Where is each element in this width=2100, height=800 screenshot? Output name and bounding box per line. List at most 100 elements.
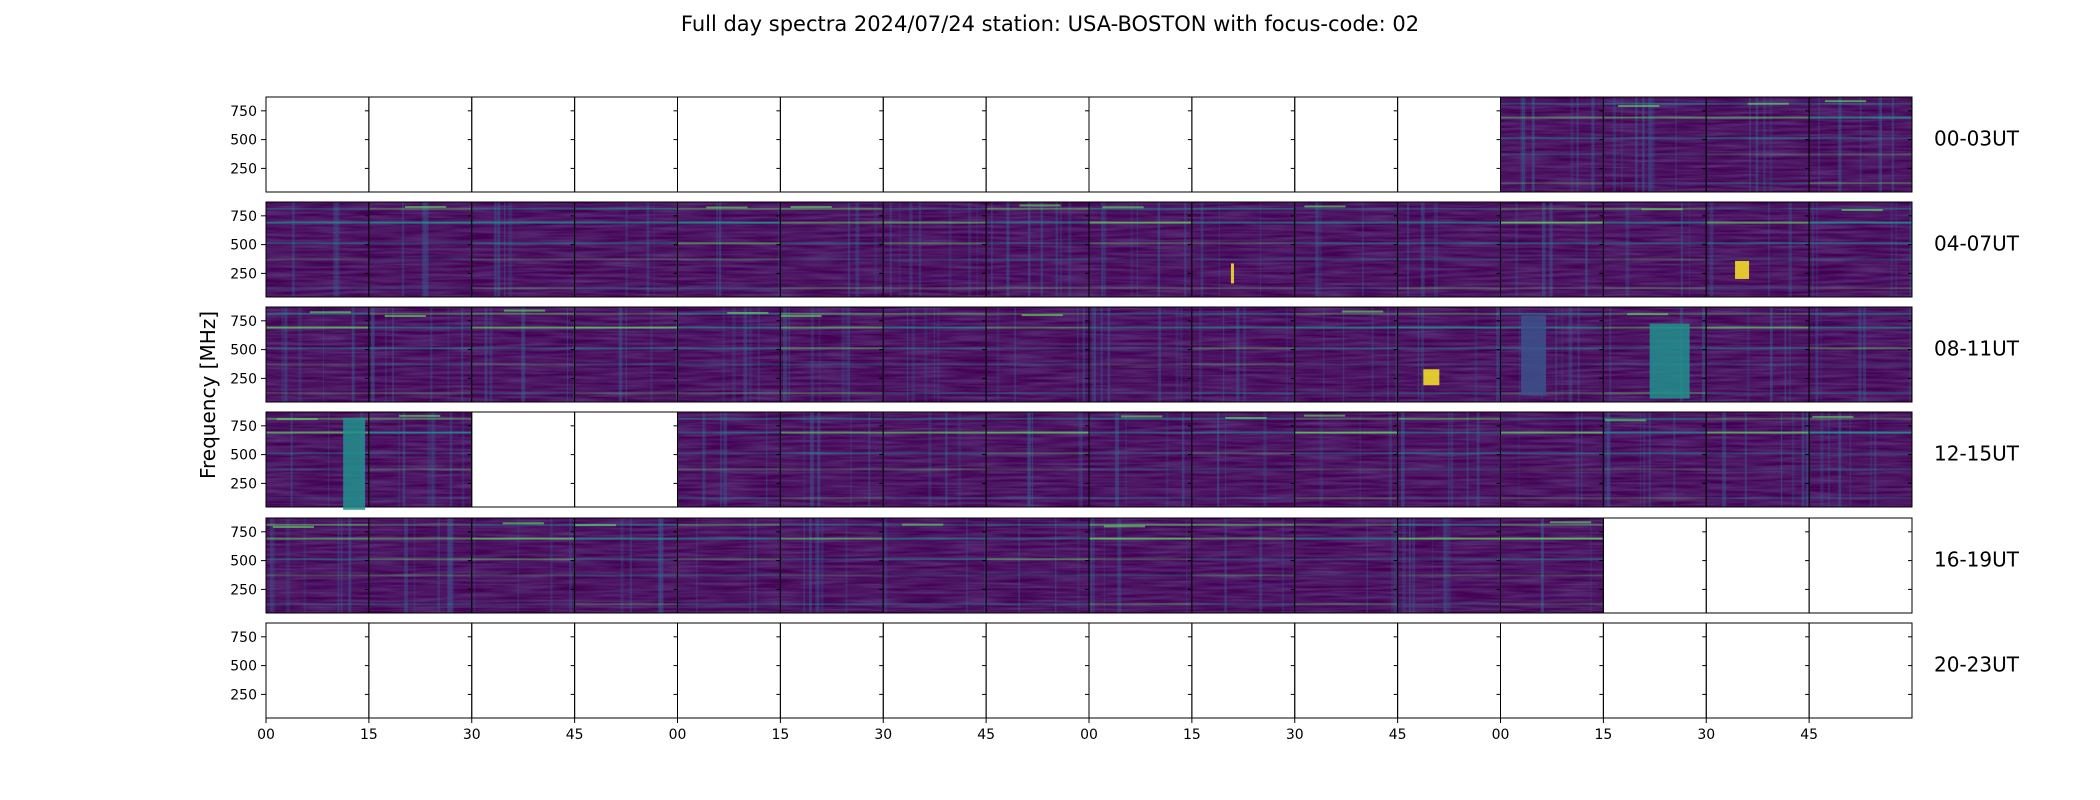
spectrogram-panel — [1294, 622, 1399, 719]
spectrogram-panel — [985, 411, 1090, 508]
x-tick-label: 30 — [1697, 727, 1715, 743]
spectrogram-panel — [574, 411, 678, 508]
spectrogram-panel — [1705, 201, 1810, 298]
spectrogram-panel — [779, 517, 884, 614]
x-tick-label: 45 — [977, 727, 995, 743]
spectrogram-panel — [882, 517, 988, 614]
row-time-label: 20-23UT — [1934, 653, 2020, 677]
spectrogram-panel — [471, 96, 576, 193]
spectrogram-panel — [574, 517, 678, 614]
spectrogram-panel — [1500, 517, 1604, 614]
spectrogram-panel — [1602, 96, 1707, 193]
spectrogram-panel — [1191, 411, 1296, 508]
row-time-label: 08-11UT — [1934, 337, 2020, 361]
spectrogram-panel — [1088, 96, 1193, 193]
spectrogram-panel — [1191, 517, 1298, 614]
spectrogram-panel — [1500, 96, 1604, 193]
spectrogram-panel — [574, 201, 678, 298]
spectrogram-panel — [1705, 306, 1810, 403]
spectrogram-panel — [1705, 622, 1810, 719]
spectrogram-panel — [368, 622, 473, 719]
spectral-burst — [1735, 260, 1750, 279]
spectrogram-panel — [677, 306, 781, 403]
y-tick-label: 500 — [230, 133, 257, 149]
spectrogram-panel — [985, 306, 1090, 403]
spectrogram-panel — [779, 411, 884, 508]
spectrogram-panel — [1397, 411, 1501, 508]
spectrogram-panel — [368, 411, 473, 508]
x-tick-label: 45 — [566, 727, 584, 743]
spectrogram-panel — [1602, 411, 1707, 508]
y-tick-label: 250 — [230, 476, 257, 492]
spectrogram-panel — [1602, 622, 1707, 719]
spectrogram-panel — [1808, 96, 1913, 193]
spectral-burst — [1649, 323, 1690, 399]
spectrogram-panel — [265, 96, 370, 193]
y-tick-label: 500 — [230, 554, 257, 570]
spectrogram-panel — [779, 201, 884, 298]
spectral-burst — [1230, 263, 1234, 284]
spectral-burst — [1521, 315, 1547, 396]
spectrogram-panel — [368, 517, 473, 614]
y-tick-label: 250 — [230, 161, 257, 177]
x-tick-label: 15 — [771, 727, 789, 743]
row-time-label: 00-03UT — [1934, 127, 2020, 151]
spectrogram-panel — [1397, 517, 1501, 614]
spectrogram-panel — [265, 201, 370, 298]
spectrogram-panel — [471, 306, 578, 403]
spectrogram-panel — [985, 96, 1090, 193]
spectrogram-panel — [1602, 201, 1707, 298]
spectrogram-panel — [368, 201, 473, 298]
x-tick-label: 15 — [1183, 727, 1201, 743]
spectrogram-panel — [677, 622, 781, 719]
spectrogram-panel — [1294, 96, 1399, 193]
spectrogram-panel — [265, 306, 370, 403]
x-tick-label: 00 — [1080, 727, 1098, 743]
spectrogram-panel — [1191, 306, 1296, 403]
spectral-burst — [343, 417, 366, 510]
y-tick-label: 500 — [230, 238, 257, 254]
y-tick-label: 750 — [230, 104, 257, 120]
y-tick-label: 500 — [230, 343, 257, 359]
row-time-label: 12-15UT — [1934, 442, 2020, 466]
x-tick-label: 30 — [1286, 727, 1304, 743]
spectrogram-panel — [1705, 517, 1810, 614]
y-tick-label: 250 — [230, 687, 257, 703]
spectrogram-panel — [574, 622, 678, 719]
x-tick-label: 00 — [257, 727, 275, 743]
x-tick-label: 45 — [1800, 727, 1818, 743]
x-tick-label: 00 — [1492, 727, 1510, 743]
y-tick-label: 250 — [230, 266, 257, 282]
spectrogram-panel — [1602, 517, 1707, 614]
spectrogram-panel — [985, 517, 1090, 614]
y-tick-label: 500 — [230, 659, 257, 675]
spectrogram-panel — [1500, 622, 1604, 719]
y-tick-label: 250 — [230, 371, 257, 387]
spectrogram-panel — [1500, 411, 1604, 508]
x-tick-label: 45 — [1389, 727, 1407, 743]
spectrogram-panel — [779, 96, 884, 193]
spectrogram-panel — [1397, 201, 1501, 298]
y-tick-label: 750 — [230, 525, 257, 541]
spectrogram-panel — [1808, 411, 1913, 508]
spectrogram-panel — [368, 306, 473, 403]
spectrogram-panel — [1808, 517, 1913, 614]
spectrogram-panel — [1088, 517, 1193, 614]
spectrogram-panel — [882, 96, 987, 193]
spectrogram-panel — [1191, 201, 1296, 298]
spectrogram-panel — [985, 201, 1090, 298]
spectrogram-panel — [1397, 306, 1501, 403]
spectrogram-panel — [1191, 622, 1296, 719]
spectrogram-panel — [368, 96, 473, 193]
spectrogram-panel — [677, 201, 781, 298]
spectrogram-panel — [677, 517, 781, 614]
spectrogram-panel — [1088, 411, 1193, 508]
y-tick-label: 750 — [230, 630, 257, 646]
x-tick-label: 15 — [360, 727, 378, 743]
spectral-burst — [1423, 369, 1440, 386]
spectrogram-panel — [471, 622, 576, 719]
spectrogram-panel — [1088, 306, 1193, 403]
y-tick-label: 750 — [230, 209, 257, 225]
spectrogram-panel — [677, 96, 781, 193]
